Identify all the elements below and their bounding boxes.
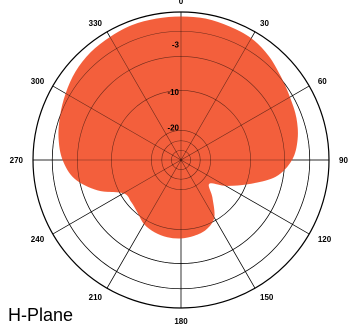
angle-label: 210 <box>89 293 103 302</box>
grid-spoke-overlay <box>52 159 182 235</box>
angle-label: 120 <box>318 235 332 244</box>
angle-label: 240 <box>31 235 45 244</box>
radiation-pattern-area <box>58 16 298 239</box>
ring-labels: -3 -10 -20 <box>167 41 179 133</box>
angle-label: 60 <box>318 77 327 86</box>
grid-spoke-overlay <box>106 159 182 289</box>
angle-label: 300 <box>31 77 45 86</box>
polar-grid-overlay <box>33 12 329 308</box>
grid-spoke-overlay <box>180 159 256 289</box>
grid-spoke-overlay <box>180 31 256 161</box>
grid-spoke-overlay <box>180 159 310 235</box>
angle-label: 180 <box>174 317 188 325</box>
angle-label: 0 <box>179 0 184 6</box>
ring-label: -10 <box>167 88 179 97</box>
angle-label: 270 <box>10 156 24 165</box>
grid-spoke-overlay <box>106 31 182 161</box>
angle-labels: 0 30 60 90 120 150 180 210 240 270 300 330 <box>10 0 349 325</box>
angle-label: 30 <box>260 19 269 28</box>
ring-label: -3 <box>172 41 180 50</box>
angle-label: 150 <box>260 293 274 302</box>
chart-title: H-Plane <box>8 305 74 325</box>
grid-spoke-overlay <box>52 85 182 161</box>
angle-label: 90 <box>339 156 348 165</box>
ring-label: -20 <box>167 123 179 132</box>
grid-spoke-overlay <box>180 85 310 161</box>
angle-label: 330 <box>89 19 103 28</box>
